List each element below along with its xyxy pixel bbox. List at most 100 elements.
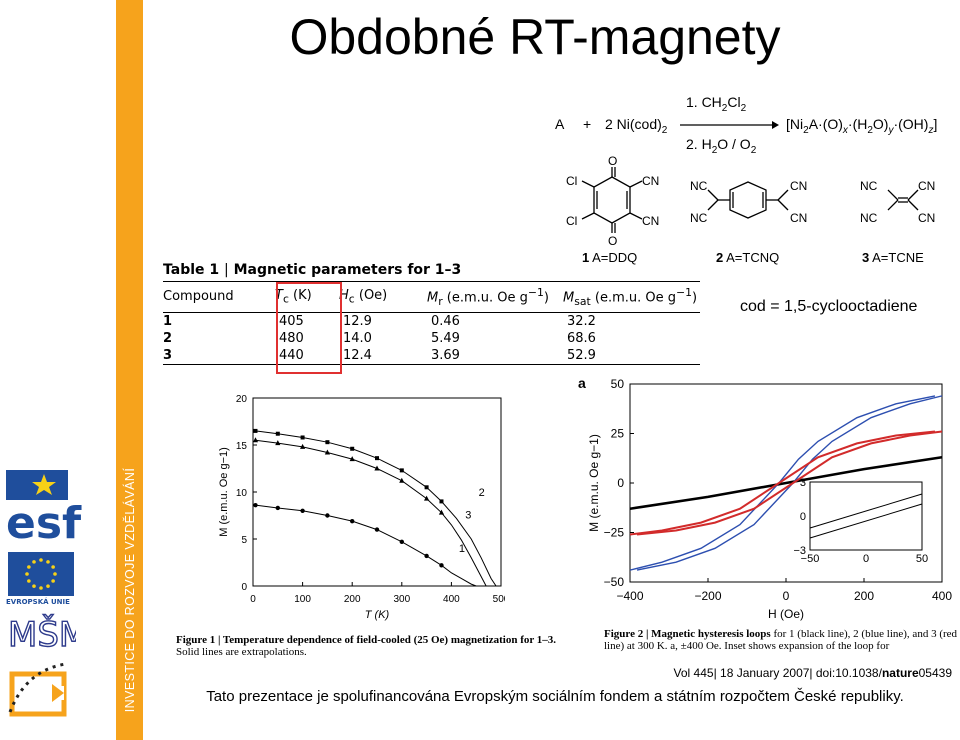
x-tick-label: 0	[783, 589, 790, 603]
data-point	[374, 527, 380, 532]
y-tick-label: −25	[604, 526, 625, 540]
y-tick-label: −50	[604, 575, 625, 589]
reactant-b: 2 Ni(cod)2	[605, 116, 668, 136]
curve-label: 1	[459, 543, 465, 555]
inset-line	[809, 503, 923, 539]
figure-1-chart: 0 100 200 300 400 500 0 5 10 15 20 T (K) M (e.m.u. O…	[218, 394, 505, 621]
table-1: Table 1 | Magnetic parameters for 1–3 Co…	[163, 262, 700, 374]
cod-note: cod = 1,5-cyclooctadiene	[740, 298, 918, 315]
reaction-product: [Ni2A·(O)x·(H2O)y·(OH)z]	[786, 116, 938, 136]
star-icon	[46, 560, 50, 564]
table-cell: 3.69	[431, 347, 460, 363]
x-tick-label: 100	[294, 594, 311, 605]
series-line-3	[255, 439, 487, 587]
reaction-step-2: 2. H2O / O2	[686, 136, 757, 156]
star-icon	[39, 586, 43, 590]
table-cell: 12.9	[343, 313, 372, 329]
table-1-title: Table 1 | Magnetic parameters for 1–3	[163, 262, 700, 282]
inset-frame	[809, 481, 923, 551]
page-title: Obdobné RT-magnety	[289, 9, 781, 65]
data-point	[399, 539, 404, 545]
y-tick-label: 10	[236, 488, 248, 499]
tcne-structure: NC NC CN CN	[860, 179, 935, 225]
table-cell: 32.2	[567, 313, 596, 329]
y-axis-label: M (e.m.u. Oe g−1)	[218, 447, 230, 537]
data-point	[300, 508, 305, 513]
table-cell: 440	[279, 347, 304, 363]
panel-label: a	[578, 375, 586, 391]
reaction-arrow-icon	[680, 121, 779, 129]
data-point	[275, 431, 280, 436]
svg-text:NC: NC	[860, 211, 878, 225]
table-cell: 5.49	[431, 330, 460, 346]
footer-text: Tato prezentace je spolufinancována Evro…	[206, 688, 904, 705]
data-point	[424, 553, 429, 559]
y-tick-label: 25	[611, 427, 625, 441]
data-point	[350, 518, 355, 524]
reaction-plus: +	[583, 116, 592, 132]
data-point	[324, 449, 330, 455]
data-point	[252, 437, 259, 443]
table-cell: 12.4	[343, 347, 372, 363]
data-point	[275, 440, 281, 446]
hysteresis-line-2	[629, 395, 936, 571]
svg-text:CN: CN	[642, 214, 659, 228]
x-tick-label: 400	[443, 594, 460, 605]
reaction-step-1: 1. CH2Cl2	[686, 94, 747, 114]
data-point	[300, 443, 306, 449]
star-icon	[27, 565, 31, 569]
table-row: 1 405 12.9 0.46 32.2	[163, 312, 700, 330]
table-cell: 3	[163, 347, 173, 363]
star-icon	[32, 584, 36, 588]
table-header: Tc (K)	[275, 288, 312, 306]
hysteresis-line-1	[629, 455, 943, 511]
star-icon	[32, 474, 56, 495]
data-point	[399, 468, 404, 473]
msmt-logo-text: MŠMT	[8, 614, 76, 655]
svg-text:Cl: Cl	[566, 174, 577, 188]
x-axis-label: H (Oe)	[768, 607, 804, 621]
data-point	[439, 499, 444, 504]
x-tick-label: −400	[616, 589, 643, 603]
table-row: 2 480 14.0 5.49 68.6	[163, 330, 700, 347]
inset-line	[809, 493, 923, 529]
inset-x-tick-label: 0	[863, 553, 869, 565]
inset-x-tick-label: 50	[916, 553, 928, 565]
table-header: Hc (Oe)	[339, 288, 388, 306]
x-tick-label: 500	[493, 594, 505, 605]
table-cell: 0.46	[431, 313, 460, 329]
star-icon	[32, 560, 36, 564]
star-icon	[46, 584, 50, 588]
reactant-a: A	[555, 116, 565, 132]
x-tick-label: 300	[393, 594, 410, 605]
x-tick-label: 200	[344, 594, 361, 605]
star-icon	[39, 558, 43, 562]
table-1-grid: Compound Tc (K) Hc (Oe) Mr (e.m.u. Oe g−…	[163, 282, 700, 364]
star-icon	[27, 579, 31, 583]
svg-text:Cl: Cl	[566, 214, 577, 228]
figure-2-chart: a −400 −200 0 200 400 −50 −25 0 25 50 H (Oe) M (e.m.…	[578, 375, 952, 621]
star-icon	[51, 579, 55, 583]
hysteresis-line-3	[636, 430, 943, 536]
plot-frame	[252, 397, 502, 587]
svg-text:NC: NC	[690, 211, 708, 225]
reference-text: Vol 445| 18 January 2007| doi:10.1038/na…	[673, 666, 952, 680]
svg-text:O: O	[608, 155, 617, 168]
table-cell: 52.9	[567, 347, 596, 363]
data-point	[300, 435, 305, 440]
msmt-logo: MŠMT	[7, 613, 76, 655]
ddq-structure: O O Cl Cl CN CN	[566, 155, 659, 248]
compound-label-1: 1 A=DDQ	[582, 250, 638, 265]
table-cell: 405	[279, 313, 304, 329]
compound-label-2: 2 A=TCNQ	[716, 250, 780, 265]
data-point	[325, 513, 330, 518]
svg-text:CN: CN	[790, 211, 807, 225]
star-icon	[51, 565, 55, 569]
inset-y-tick-label: 3	[800, 477, 806, 489]
table-header: Msat (e.m.u. Oe g−1)	[563, 286, 698, 308]
svg-text:NC: NC	[860, 179, 878, 193]
y-tick-label: 20	[236, 394, 248, 405]
hysteresis-line-3	[629, 430, 936, 536]
inset-x-tick-label: −50	[801, 553, 820, 565]
table-cell: 14.0	[343, 330, 372, 346]
